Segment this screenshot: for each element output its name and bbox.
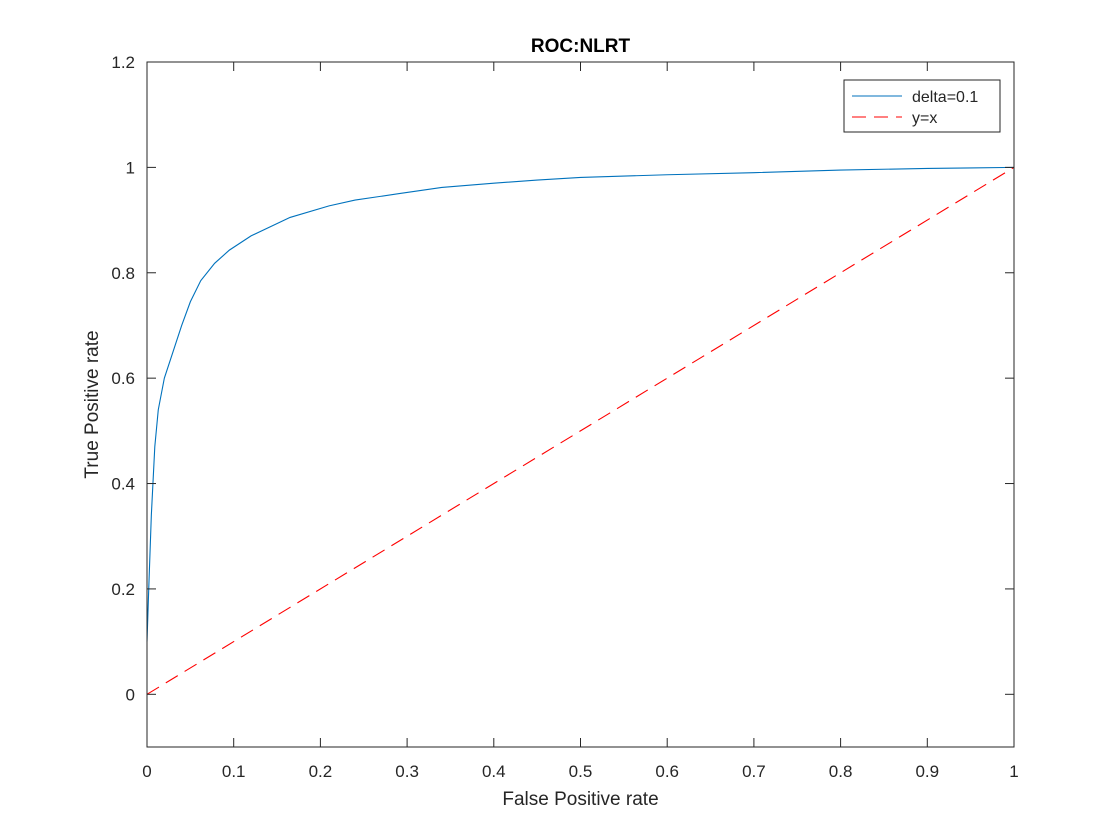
x-tick-label: 0.2 — [309, 762, 333, 781]
y-tick-label: 1 — [126, 158, 135, 177]
series-line-1 — [146, 166, 1015, 642]
x-axis-title: False Positive rate — [502, 789, 658, 810]
y-tick-label: 0.4 — [111, 475, 135, 494]
x-tick-label: 0 — [142, 762, 151, 781]
x-tick-label: 0.1 — [222, 762, 246, 781]
y-tick-label: 0.6 — [111, 369, 135, 388]
legend: delta=0.1 y=x — [843, 79, 1001, 133]
legend-label-1: delta=0.1 — [912, 89, 978, 106]
x-tick-label: 0.7 — [742, 762, 766, 781]
chart-title: ROC:NLRT — [531, 36, 631, 57]
x-tick-label: 0.5 — [569, 762, 593, 781]
x-tick-label: 0.6 — [655, 762, 679, 781]
y-tick-label: 1.2 — [111, 53, 135, 72]
legend-label-2: y=x — [912, 110, 937, 127]
series-line-2 — [146, 166, 1015, 695]
y-axis-title: True Positive rate — [82, 330, 103, 478]
x-tick-label: 1 — [1009, 762, 1018, 781]
y-tick-label: 0 — [126, 685, 135, 704]
y-tick-label: 0.8 — [111, 264, 135, 283]
x-tick-label: 0.3 — [395, 762, 419, 781]
plot-area — [147, 62, 1014, 747]
x-tick-label: 0.4 — [482, 762, 506, 781]
y-tick-label: 0.2 — [111, 580, 135, 599]
x-tick-label: 0.8 — [829, 762, 853, 781]
series-layer — [146, 166, 1015, 695]
tick-layer: 0 0.1 0.2 0.3 0.4 0.5 0.6 0.7 0.8 0.9 1 0 0.2 0.4 0.6 0… — [111, 53, 1018, 781]
legend-box — [843, 79, 1001, 133]
x-tick-label: 0.9 — [915, 762, 939, 781]
